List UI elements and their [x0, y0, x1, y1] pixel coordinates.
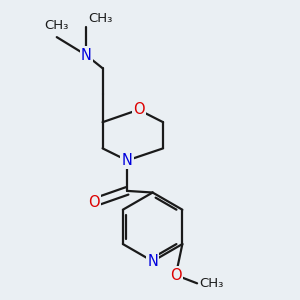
- Text: CH₃: CH₃: [45, 19, 69, 32]
- Text: N: N: [81, 48, 92, 63]
- Text: N: N: [147, 254, 158, 269]
- Text: O: O: [170, 268, 182, 283]
- Text: N: N: [122, 153, 133, 168]
- Text: O: O: [133, 102, 144, 117]
- Text: CH₃: CH₃: [88, 12, 112, 25]
- Text: CH₃: CH₃: [200, 277, 224, 290]
- Text: O: O: [88, 195, 100, 210]
